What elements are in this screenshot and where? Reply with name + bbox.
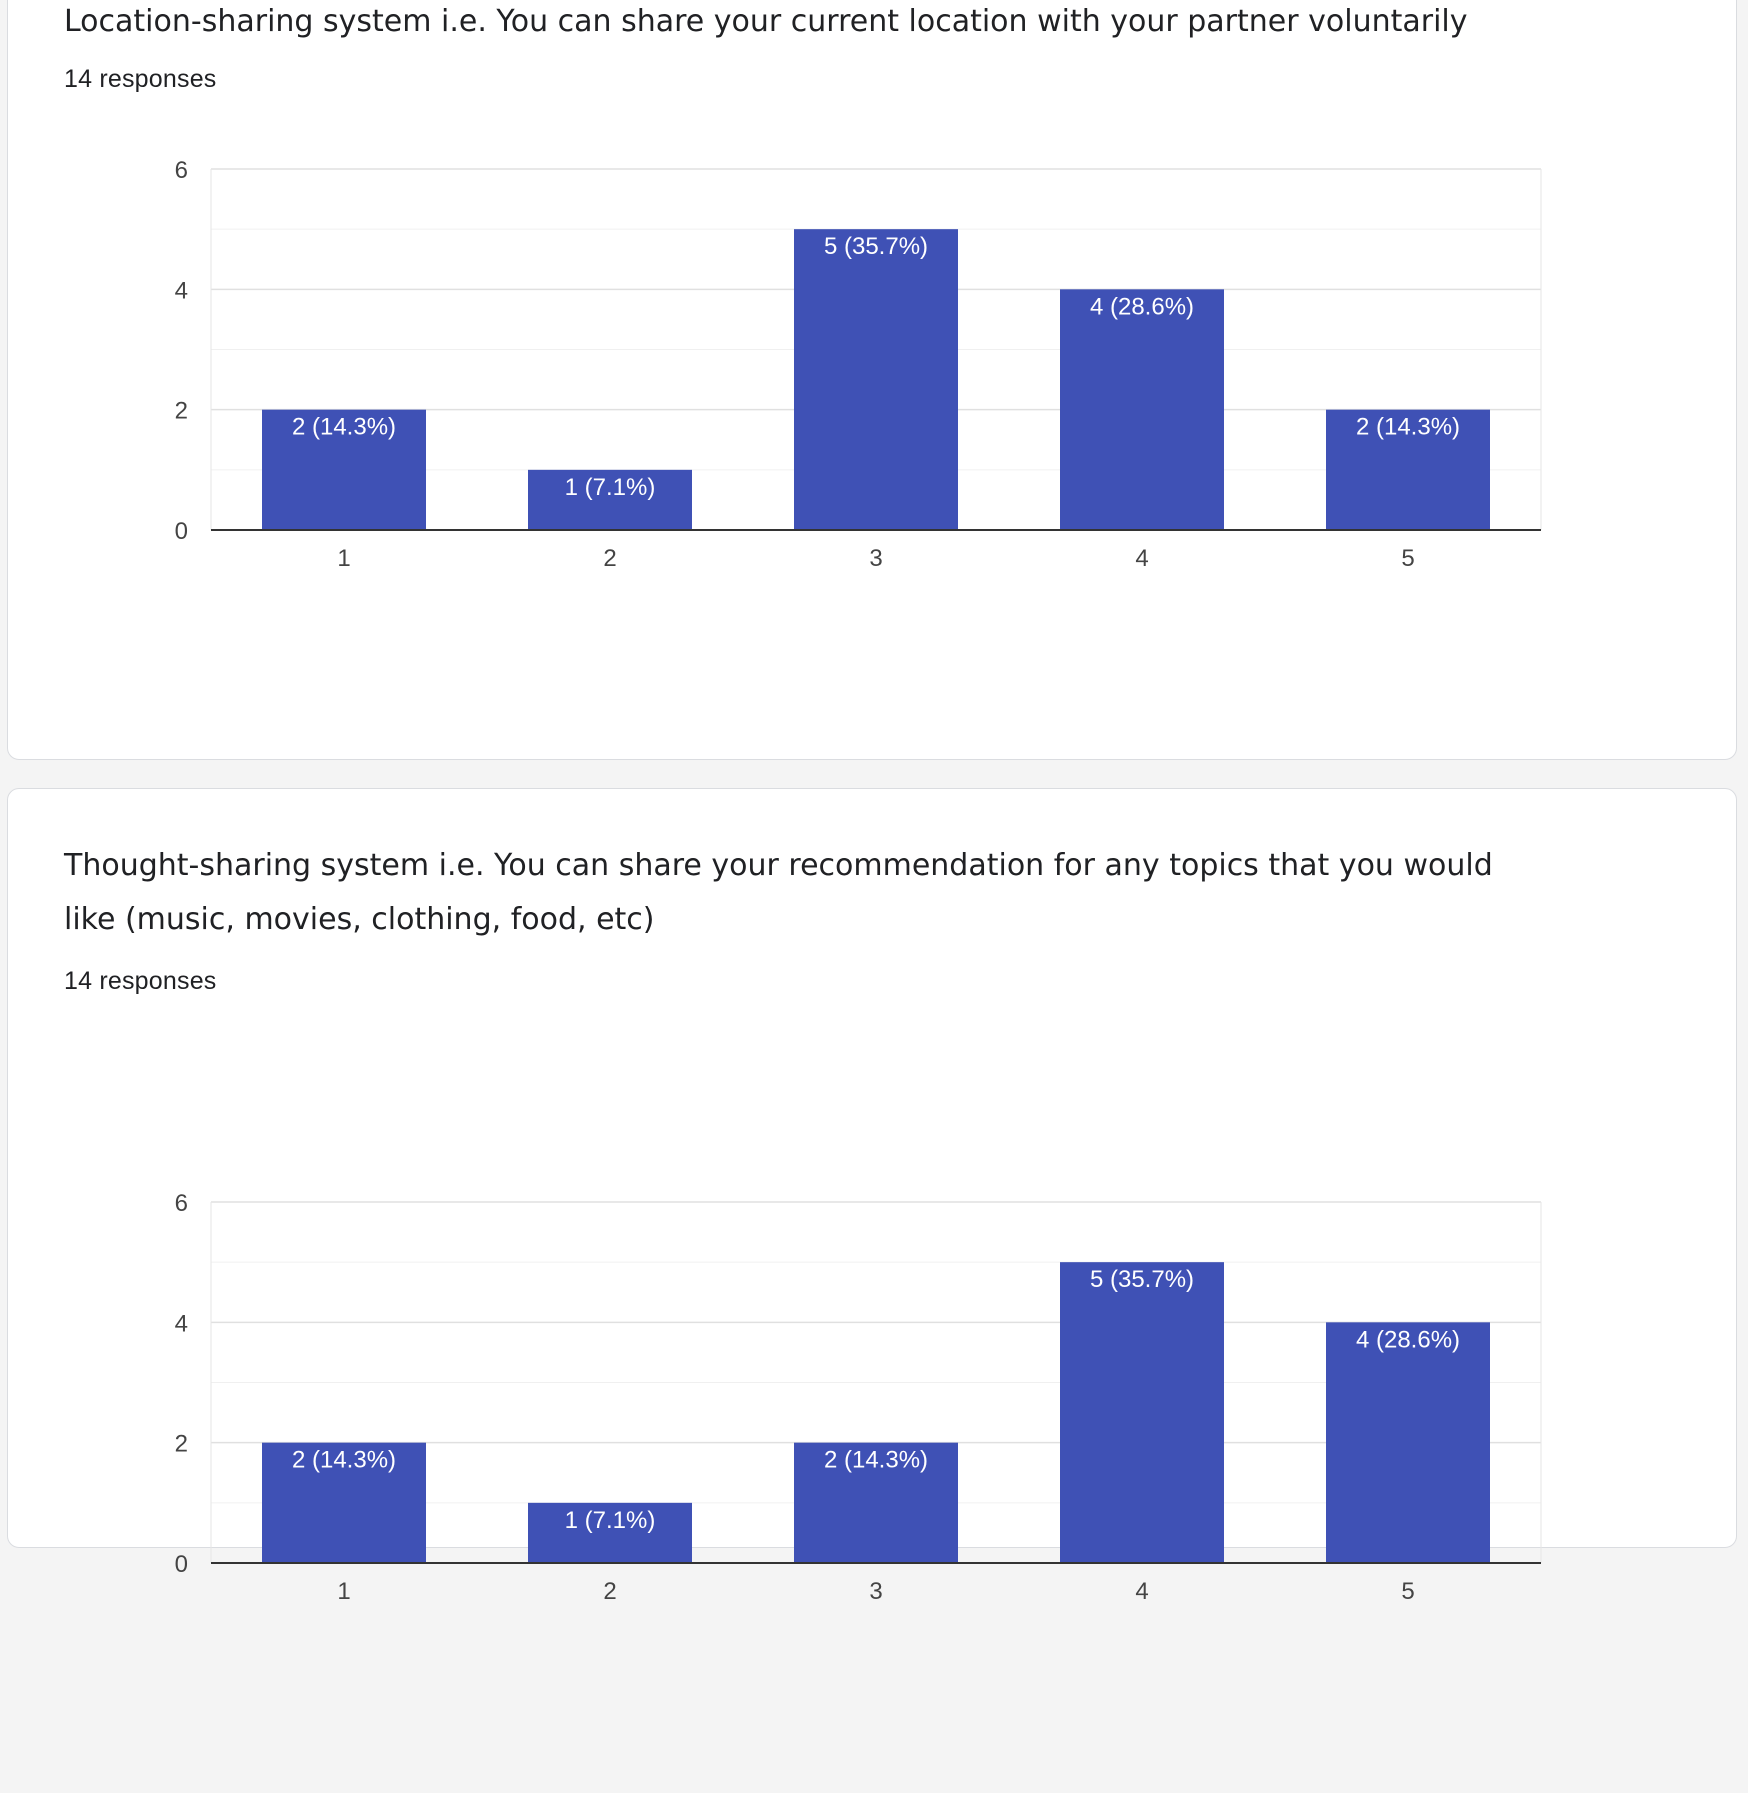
bar (1326, 409, 1490, 530)
x-tick-label: 4 (1135, 545, 1148, 572)
bar-data-label: 2 (14.3%) (292, 414, 396, 441)
bar (1326, 1322, 1490, 1563)
x-tick-label: 5 (1401, 545, 1414, 572)
bar-data-label: 2 (14.3%) (1356, 414, 1460, 441)
x-tick-label: 3 (869, 545, 882, 572)
bar (528, 469, 692, 530)
y-tick-label: 0 (175, 518, 188, 545)
bar (794, 229, 958, 530)
question-card-thought-sharing: Thought-sharing system i.e. You can shar… (7, 788, 1737, 1605)
bar-chart-thought-sharing: 0 2 4 6 2 (14.3%) 1 1 (7.1%) 2 2 (14.3%) 3 5 (35.7… (175, 1190, 1542, 1605)
x-tick-label: 1 (337, 1578, 350, 1605)
x-tick-label: 1 (337, 545, 350, 572)
y-tick-label: 0 (175, 1551, 188, 1578)
y-tick-label: 2 (175, 1431, 188, 1458)
y-tick-label: 2 (175, 398, 188, 425)
x-tick-label: 2 (603, 545, 616, 572)
bar-chart-location-sharing: 0 2 4 6 2 (14.3%) 1 1 (7.1%) 2 5 (35.7%) 3 4 (28.6… (175, 157, 1542, 572)
bar-data-label: 5 (35.7%) (824, 233, 928, 260)
bar-data-label: 5 (35.7%) (1090, 1266, 1194, 1293)
bar-data-label: 1 (7.1%) (565, 1507, 656, 1534)
bar (262, 409, 426, 530)
bar (1060, 289, 1224, 530)
question-title: Location-sharing system i.e. You can sha… (64, 4, 1468, 39)
question-card-location-sharing: Location-sharing system i.e. You can sha… (7, 0, 1737, 760)
bar-data-label: 2 (14.3%) (292, 1447, 396, 1474)
bar-data-label: 1 (7.1%) (565, 474, 656, 501)
response-count: 14 responses (64, 967, 217, 995)
y-tick-label: 6 (175, 157, 188, 184)
y-tick-label: 4 (175, 1310, 188, 1337)
bar-data-label: 4 (28.6%) (1356, 1326, 1460, 1353)
response-count: 14 responses (64, 65, 217, 93)
bar-data-label: 2 (14.3%) (824, 1447, 928, 1474)
question-title: Thought-sharing system i.e. You can shar… (64, 848, 1503, 937)
x-tick-label: 3 (869, 1578, 882, 1605)
y-tick-label: 4 (175, 277, 188, 304)
x-tick-label: 2 (603, 1578, 616, 1605)
x-tick-label: 5 (1401, 1578, 1414, 1605)
y-tick-label: 6 (175, 1190, 188, 1217)
bar-data-label: 4 (28.6%) (1090, 293, 1194, 320)
bar (1060, 1262, 1224, 1563)
x-tick-label: 4 (1135, 1578, 1148, 1605)
